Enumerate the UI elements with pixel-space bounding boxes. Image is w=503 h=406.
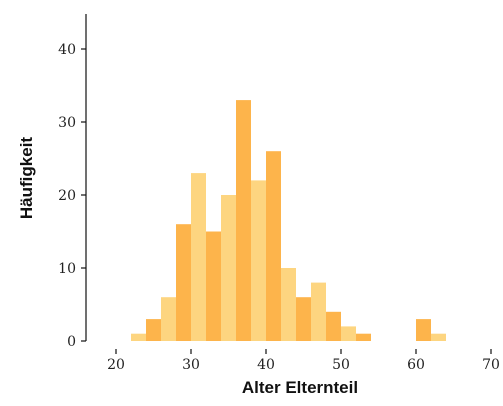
histogram-bar [266, 151, 281, 341]
histogram-bar [431, 333, 446, 341]
x-tick-label: 20 [107, 357, 125, 373]
histogram-bar [251, 180, 266, 341]
y-axis-title: Häufigkeit [17, 137, 36, 220]
histogram-bar [296, 297, 311, 341]
histogram-bar [191, 173, 206, 341]
x-tick-label: 50 [332, 357, 350, 373]
y-tick-label: 10 [58, 261, 76, 277]
x-axis-title: Alter Elternteil [242, 378, 358, 397]
histogram-bar [131, 333, 146, 341]
y-axis-ticks: 0 10 20 30 40 [58, 42, 86, 350]
histogram-bar [416, 319, 431, 341]
x-tick-label: 60 [407, 357, 425, 373]
x-tick-label: 70 [482, 357, 500, 373]
x-axis-ticks: 20 30 40 50 60 70 [107, 349, 500, 373]
histogram-bar [326, 311, 341, 341]
y-tick-label: 30 [58, 115, 76, 131]
histogram-bar [281, 268, 296, 341]
histogram-bar [311, 282, 326, 341]
y-tick-label: 40 [58, 42, 76, 58]
y-tick-label: 20 [58, 188, 76, 204]
histogram-bar [161, 297, 176, 341]
x-tick-label: 40 [257, 357, 275, 373]
histogram-bar [236, 100, 251, 341]
y-tick-label: 0 [67, 334, 76, 350]
histogram-bar [176, 224, 191, 341]
histogram-bars [131, 100, 446, 341]
histogram-bar [146, 319, 161, 341]
histogram-bar [356, 333, 371, 341]
histogram-bar [221, 195, 236, 341]
histogram-bar [206, 231, 221, 341]
x-tick-label: 30 [182, 357, 200, 373]
histogram-bar [341, 326, 356, 341]
